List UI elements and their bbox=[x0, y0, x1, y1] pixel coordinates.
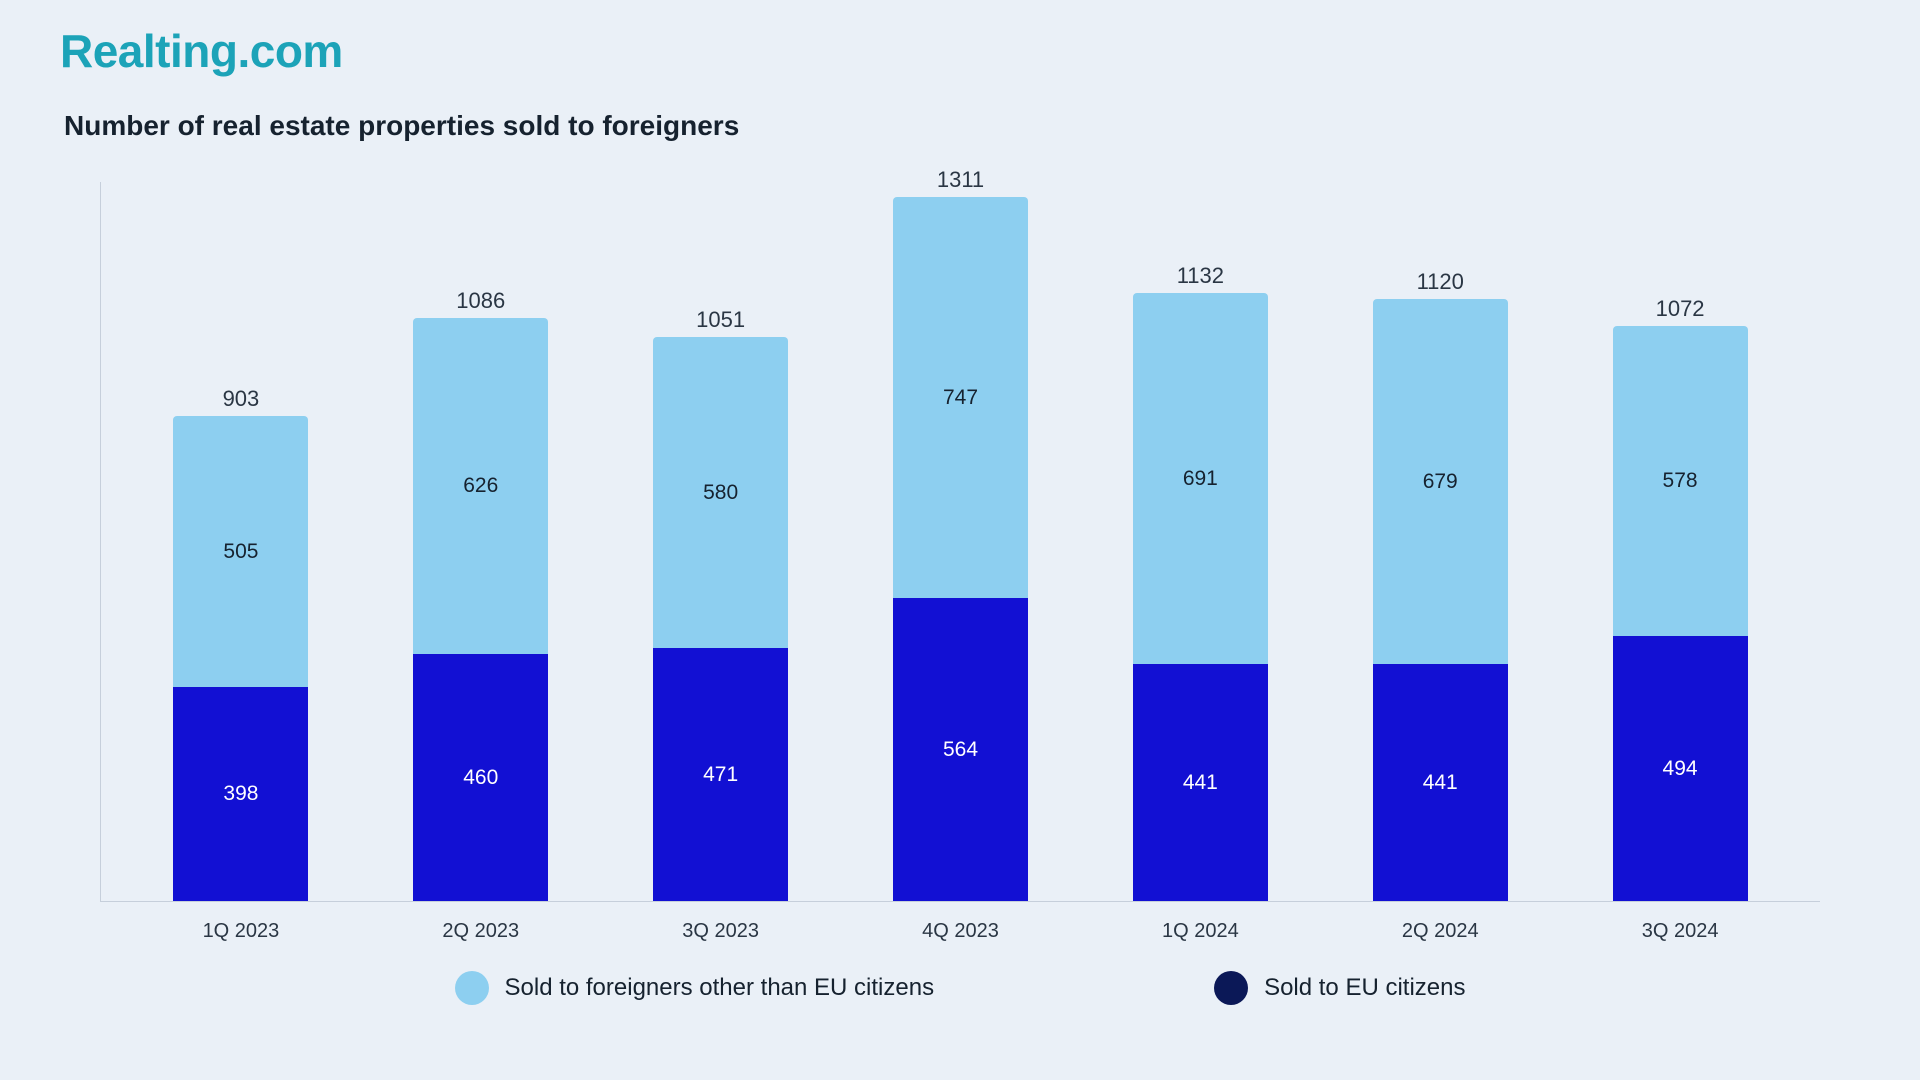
bar-segment-non-eu: 505 bbox=[173, 416, 308, 687]
bar-total-label: 1120 bbox=[1373, 269, 1508, 295]
x-axis-label: 3Q 2024 bbox=[1560, 920, 1800, 943]
stacked-bar: 1086626460 bbox=[413, 318, 548, 901]
legend-item: Sold to foreigners other than EU citizen… bbox=[455, 971, 935, 1005]
legend-label: Sold to EU citizens bbox=[1264, 974, 1465, 1002]
legend-swatch bbox=[455, 971, 489, 1005]
chart-container: 9035053981086626460105158047113117475641… bbox=[100, 182, 1820, 1005]
bar-segment-non-eu: 578 bbox=[1613, 326, 1748, 636]
bar-segment-eu: 441 bbox=[1133, 664, 1268, 901]
bar-segment-non-eu: 747 bbox=[893, 197, 1028, 598]
bar-segment-eu: 441 bbox=[1373, 664, 1508, 901]
bar-segment-eu: 494 bbox=[1613, 636, 1748, 901]
x-axis-label: 2Q 2023 bbox=[361, 920, 601, 943]
stacked-bar: 903505398 bbox=[173, 416, 308, 901]
legend-label: Sold to foreigners other than EU citizen… bbox=[505, 974, 935, 1002]
bar-total-label: 1132 bbox=[1133, 263, 1268, 289]
bar-total-label: 1051 bbox=[653, 307, 788, 333]
chart-legend: Sold to foreigners other than EU citizen… bbox=[100, 971, 1820, 1005]
stacked-bar: 1120679441 bbox=[1373, 299, 1508, 901]
bar-group: 1132 691441 bbox=[1080, 182, 1320, 901]
bar-segment-eu: 471 bbox=[653, 648, 788, 901]
stacked-bar: 1072578494 bbox=[1613, 326, 1748, 901]
chart-plot-area: 903 505398 1086 626460 1051 580471 1311747564 1… bbox=[100, 182, 1820, 902]
x-axis-label: 1Q 2024 bbox=[1080, 920, 1320, 943]
bar-group: 1051 580471 bbox=[601, 182, 841, 901]
bar-group: 1086 626460 bbox=[361, 182, 601, 901]
stacked-bar: 1051580471 bbox=[653, 337, 788, 901]
bar-segment-eu: 398 bbox=[173, 687, 308, 901]
bar-total-label: 1086 bbox=[413, 288, 548, 314]
bar-total-label: 1072 bbox=[1613, 296, 1748, 322]
bar-total-label: 903 bbox=[173, 386, 308, 412]
brand-logo: Realting.com bbox=[60, 24, 1860, 78]
x-axis-label: 2Q 2024 bbox=[1320, 920, 1560, 943]
x-axis-labels: 1Q 20232Q 20233Q 20234Q 20231Q 20242Q 20… bbox=[101, 902, 1820, 943]
x-axis-label: 3Q 2023 bbox=[601, 920, 841, 943]
bar-segment-eu: 564 bbox=[893, 598, 1028, 901]
legend-swatch bbox=[1214, 971, 1248, 1005]
chart-title: Number of real estate properties sold to… bbox=[64, 110, 1860, 142]
legend-item: Sold to EU citizens bbox=[1214, 971, 1465, 1005]
bar-total-label: 1311 bbox=[893, 167, 1028, 193]
bar-group: 1120 679441 bbox=[1320, 182, 1560, 901]
bar-segment-non-eu: 691 bbox=[1133, 293, 1268, 664]
x-axis-label: 1Q 2023 bbox=[121, 920, 361, 943]
bar-segment-non-eu: 679 bbox=[1373, 299, 1508, 664]
stacked-bar: 1311747564 bbox=[893, 197, 1028, 901]
stacked-bar: 1132691441 bbox=[1133, 293, 1268, 901]
bar-segment-non-eu: 580 bbox=[653, 337, 788, 648]
bar-group: 1072 578494 bbox=[1560, 182, 1800, 901]
x-axis-label: 4Q 2023 bbox=[841, 920, 1081, 943]
bar-group: 1311747564 bbox=[841, 182, 1081, 901]
bar-segment-non-eu: 626 bbox=[413, 318, 548, 654]
bar-group: 903 505398 bbox=[121, 182, 361, 901]
bar-segment-eu: 460 bbox=[413, 654, 548, 901]
